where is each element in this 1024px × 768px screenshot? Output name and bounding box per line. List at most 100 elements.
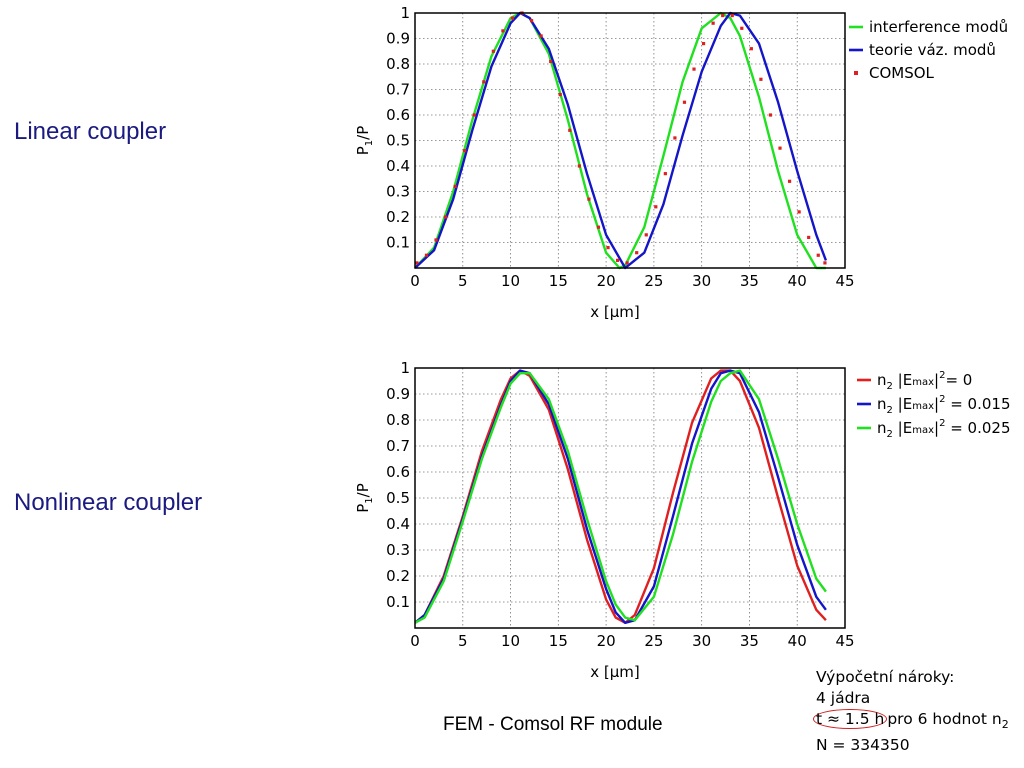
chart1-legend-marker-3 xyxy=(854,71,858,75)
chart1-x-tick-label-8: 40 xyxy=(788,272,807,290)
chart1-series-3-point-25 xyxy=(654,205,658,209)
chart1-legend-label-3: COMSOL xyxy=(869,64,935,82)
chart1-legend-label-1: interference modů xyxy=(869,18,1008,36)
chart2-legend-label-3-bar: | xyxy=(934,419,939,437)
chart1-series-3-point-40 xyxy=(797,210,801,214)
chart1-series-3-point-39 xyxy=(787,179,792,183)
chart1-x-tick-label-5: 25 xyxy=(644,272,663,290)
chart1-legend-label-2: teorie váz. modů xyxy=(869,41,996,59)
chart2-legend-label-3-n-sub: 2 xyxy=(887,429,893,440)
chart2-x-tick-label-6: 30 xyxy=(692,632,711,650)
chart2-legend-label-2-e-sub: max xyxy=(912,401,934,412)
linear-coupler-chart: 0 5 10 15 20 25 30 35 40 45 0.1 0.2 0.3 0.4 0.5 0.6 0.7 0… xyxy=(354,4,1008,321)
chart1-series-3-point-17 xyxy=(577,164,581,168)
chart2-legend-label-1: n2 |Emax|2= 0 xyxy=(877,370,972,392)
chart1-plot-frame xyxy=(414,12,846,269)
chart2-x-tick-label-5: 25 xyxy=(644,632,663,650)
chart1-series-3-point-15 xyxy=(558,93,562,97)
chart2-y-tick-label-5: 0.6 xyxy=(386,463,410,481)
nonlinear-coupler-label: Nonlinear coupler xyxy=(14,489,203,516)
chart2-legend-label-3-sup: 2 xyxy=(939,418,945,429)
chart1-y-tick-label-7: 0.8 xyxy=(386,55,410,73)
chart1-series-3-point-42 xyxy=(816,253,820,257)
chart2-legend-label-1-n: n xyxy=(877,371,887,389)
chart1-series-3-point-2 xyxy=(434,238,438,242)
notes-time-rest: pro 6 hodnot n xyxy=(887,710,1002,728)
chart2-legend-label-2-bar: | xyxy=(934,395,939,413)
chart2-legend-label-2-n: n xyxy=(877,395,887,413)
chart1-series-3-point-0 xyxy=(415,261,419,265)
chart1-series-3-point-31 xyxy=(711,21,715,25)
chart1-series-3-point-7 xyxy=(482,80,486,84)
chart2-legend-label-3-e-sub: max xyxy=(912,425,934,436)
chart2-x-tick-label-1: 5 xyxy=(458,632,468,650)
chart1-series-3-point-29 xyxy=(692,67,696,71)
chart2-x-tick-label-8: 40 xyxy=(788,632,807,650)
chart1-series-3-point-38 xyxy=(778,146,782,150)
chart1-y-axis-title-tail: /P xyxy=(354,126,372,140)
chart1-x-tick-label-4: 20 xyxy=(597,272,616,290)
chart1-series-3-point-27 xyxy=(673,136,677,140)
chart2-y-tick-label-1: 0.2 xyxy=(386,567,410,585)
chart1-series-3-point-32 xyxy=(721,13,725,18)
chart1-series-3-point-14 xyxy=(549,59,553,64)
chart1-y-axis-title: P1/P xyxy=(354,126,375,156)
chart1-series-3-point-19 xyxy=(596,225,601,229)
chart2-legend-label-2-sup: 2 xyxy=(939,394,945,405)
chart1-series-3-point-4 xyxy=(453,184,457,188)
chart2-plot-frame xyxy=(414,367,846,629)
chart2-legend-label-3: n2 |Emax|2 = 0.025 xyxy=(877,418,1010,440)
chart2-x-tick-label-7: 35 xyxy=(740,632,759,650)
chart1-y-tick-label-0: 0.1 xyxy=(386,234,410,252)
chart1-x-tick-label-6: 30 xyxy=(692,272,711,290)
notes-time-line: t ≈ 1.5 h pro 6 hodnot n2 xyxy=(813,709,1009,735)
chart2-x-tick-label-9: 45 xyxy=(835,632,854,650)
chart2-y-tick-label-8: 0.9 xyxy=(386,385,410,403)
chart1-x-tick-label-1: 5 xyxy=(458,272,468,290)
chart1-y-tick-label-2: 0.3 xyxy=(386,183,410,201)
chart2-x-axis-title: x [μm] xyxy=(590,663,640,681)
chart1-series-3-point-24 xyxy=(644,233,648,237)
chart2-y-axis-title: P1/P xyxy=(354,483,375,513)
chart1-y-tick-label-8: 0.9 xyxy=(386,30,410,48)
chart2-legend-label-1-e: |E xyxy=(893,371,912,389)
chart1-x-tick-label-9: 45 xyxy=(835,272,854,290)
chart1-y-tick-label-9: 1 xyxy=(400,4,410,22)
chart1-x-tick-label-3: 15 xyxy=(549,272,568,290)
chart1-series-3-point-28 xyxy=(682,100,687,104)
chart1-series-3-point-5 xyxy=(463,149,467,153)
chart2-y-tick-label-2: 0.3 xyxy=(386,541,410,559)
chart2-x-tick-label-2: 10 xyxy=(501,632,520,650)
chart1-y-axis-title-sub: 1 xyxy=(364,140,375,146)
chart2-legend-label-2-value: = 0.015 xyxy=(945,395,1010,413)
chart1-y-axis-title-main: P xyxy=(354,146,372,155)
chart1-series-3-point-3 xyxy=(443,215,448,219)
chart1-series-3-point-9 xyxy=(501,29,505,33)
chart1-series-3-point-35 xyxy=(749,47,753,51)
chart2-y-tick-label-3: 0.4 xyxy=(386,515,410,533)
chart1-x-tick-label-2: 10 xyxy=(501,272,520,290)
chart2-y-axis-title-sub: 1 xyxy=(364,497,375,503)
chart1-series-3-point-43 xyxy=(823,261,827,265)
chart1-series-3-point-30 xyxy=(701,42,706,46)
chart2-legend-label-3-value: = 0.025 xyxy=(945,419,1010,437)
chart1-x-axis-title: x [μm] xyxy=(590,303,640,321)
chart1-series-3-point-36 xyxy=(759,77,763,81)
notes-time-highlight: t ≈ 1.5 h xyxy=(813,709,888,729)
chart2-x-tick-label-4: 20 xyxy=(597,632,616,650)
chart2-y-axis-title-main: P xyxy=(354,504,372,513)
chart2-y-tick-label-4: 0.5 xyxy=(386,489,410,507)
chart1-series-3-point-37 xyxy=(768,113,773,117)
chart2-series-3-line xyxy=(414,369,827,624)
chart1-series-3-point-13 xyxy=(539,34,543,38)
chart1-x-tick-label-7: 35 xyxy=(740,272,759,290)
chart1-y-tick-label-3: 0.4 xyxy=(386,157,410,175)
chart2-legend-label-2-e: |E xyxy=(893,395,912,413)
chart1-series-3-point-23 xyxy=(635,251,639,255)
chart1-series-3-point-21 xyxy=(615,258,620,262)
chart2-legend-label-1-bar: | xyxy=(934,371,939,389)
fem-caption: FEM - Comsol RF module xyxy=(443,714,663,735)
chart1-y-tick-label-4: 0.5 xyxy=(386,132,410,150)
chart2-legend-label-3-e: |E xyxy=(893,419,912,437)
chart2-legend-label-1-value: = 0 xyxy=(945,371,972,389)
